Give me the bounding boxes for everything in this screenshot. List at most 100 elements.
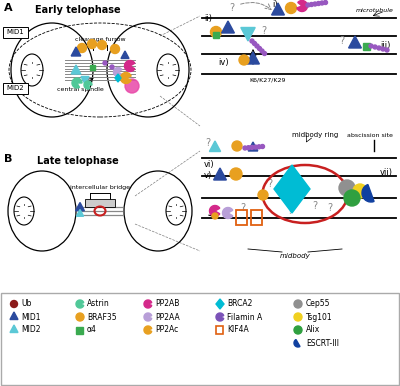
- Bar: [213, 32, 219, 38]
- Bar: [236, 210, 247, 225]
- Text: KIF4A: KIF4A: [227, 325, 249, 335]
- Circle shape: [210, 27, 222, 37]
- Text: iv): iv): [218, 58, 229, 67]
- Text: ii): ii): [204, 14, 212, 23]
- Polygon shape: [241, 27, 255, 41]
- Circle shape: [286, 2, 296, 14]
- Text: α4: α4: [87, 325, 97, 335]
- Circle shape: [294, 300, 302, 308]
- Text: abscission site: abscission site: [347, 133, 393, 138]
- Text: MID2: MID2: [6, 85, 24, 91]
- Circle shape: [250, 39, 254, 43]
- Text: i): i): [272, 0, 278, 9]
- Circle shape: [260, 144, 264, 149]
- Text: Tsg101: Tsg101: [306, 313, 333, 322]
- Circle shape: [243, 146, 247, 150]
- Text: PP2AB: PP2AB: [155, 300, 179, 308]
- Wedge shape: [144, 300, 152, 308]
- Circle shape: [313, 2, 317, 6]
- Circle shape: [294, 313, 302, 321]
- Circle shape: [320, 1, 324, 5]
- Circle shape: [78, 44, 86, 52]
- Wedge shape: [72, 78, 82, 88]
- Text: Astrin: Astrin: [87, 300, 110, 308]
- Circle shape: [258, 190, 268, 200]
- Circle shape: [246, 146, 250, 150]
- Circle shape: [103, 61, 107, 65]
- Wedge shape: [297, 0, 308, 12]
- Circle shape: [377, 46, 381, 50]
- Wedge shape: [76, 300, 84, 308]
- Circle shape: [258, 46, 262, 51]
- Wedge shape: [84, 81, 92, 89]
- Polygon shape: [216, 299, 224, 309]
- Text: vii): vii): [380, 168, 393, 177]
- Text: ?: ?: [328, 203, 332, 213]
- Text: Cep55: Cep55: [306, 300, 330, 308]
- Circle shape: [344, 190, 360, 206]
- Polygon shape: [10, 325, 18, 332]
- Polygon shape: [349, 36, 362, 48]
- Polygon shape: [121, 51, 129, 59]
- Text: BRCA2: BRCA2: [227, 300, 252, 308]
- Bar: [363, 43, 370, 50]
- Text: PP2AA: PP2AA: [155, 313, 180, 322]
- Polygon shape: [222, 21, 234, 33]
- FancyBboxPatch shape: [2, 27, 28, 37]
- Polygon shape: [76, 210, 84, 216]
- Wedge shape: [222, 208, 233, 218]
- Circle shape: [110, 44, 120, 54]
- Wedge shape: [362, 185, 374, 202]
- Polygon shape: [71, 47, 81, 56]
- Polygon shape: [210, 141, 221, 151]
- Circle shape: [88, 39, 96, 49]
- Polygon shape: [10, 312, 18, 320]
- Circle shape: [125, 79, 139, 93]
- Circle shape: [255, 44, 259, 48]
- Polygon shape: [248, 142, 258, 151]
- Text: MID1: MID1: [21, 313, 40, 322]
- Circle shape: [381, 47, 385, 51]
- Text: ?: ?: [230, 3, 234, 13]
- Polygon shape: [272, 3, 284, 15]
- Wedge shape: [144, 326, 152, 334]
- Text: ?: ?: [268, 179, 272, 189]
- Circle shape: [324, 0, 328, 5]
- Bar: [85, 199, 115, 207]
- Circle shape: [353, 184, 367, 198]
- Text: cleavage furrow: cleavage furrow: [75, 37, 125, 42]
- Circle shape: [306, 3, 310, 7]
- Polygon shape: [81, 76, 89, 84]
- Circle shape: [254, 145, 258, 149]
- Circle shape: [250, 146, 254, 149]
- Text: microtubule: microtubule: [356, 7, 394, 12]
- Text: ?: ?: [262, 26, 266, 36]
- Circle shape: [239, 55, 249, 65]
- Circle shape: [385, 48, 389, 52]
- Wedge shape: [216, 313, 224, 321]
- Polygon shape: [76, 203, 84, 211]
- FancyBboxPatch shape: [2, 83, 28, 93]
- Wedge shape: [124, 61, 135, 71]
- Text: v): v): [204, 171, 212, 180]
- Polygon shape: [115, 74, 121, 82]
- Text: PP2Ac: PP2Ac: [155, 325, 178, 335]
- Wedge shape: [120, 73, 131, 83]
- Text: BRAF35: BRAF35: [87, 313, 117, 322]
- Circle shape: [294, 326, 302, 334]
- Bar: [90, 65, 95, 70]
- Wedge shape: [114, 68, 122, 76]
- Text: B: B: [4, 154, 12, 164]
- Text: Early telophase: Early telophase: [35, 5, 121, 15]
- Text: ?: ?: [288, 206, 292, 216]
- Polygon shape: [214, 168, 226, 180]
- FancyBboxPatch shape: [1, 293, 399, 385]
- Polygon shape: [246, 52, 259, 64]
- Text: midbody: midbody: [280, 253, 310, 259]
- Text: Filamin A: Filamin A: [227, 313, 262, 322]
- Text: vi): vi): [204, 160, 215, 169]
- Circle shape: [369, 44, 373, 48]
- Text: Alix: Alix: [306, 325, 320, 335]
- Polygon shape: [274, 165, 310, 213]
- Circle shape: [316, 2, 320, 5]
